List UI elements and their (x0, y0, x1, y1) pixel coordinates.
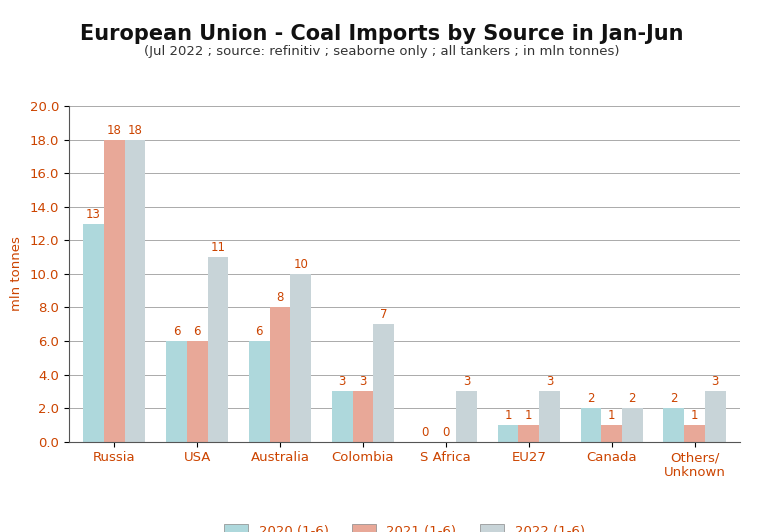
Text: 10: 10 (293, 258, 308, 271)
Bar (539, 392, 560, 442)
Text: 6: 6 (193, 325, 201, 338)
Bar (166, 341, 187, 442)
Bar (497, 425, 518, 442)
Bar (124, 140, 145, 442)
Bar (104, 140, 124, 442)
Text: 3: 3 (546, 375, 553, 388)
Text: 0: 0 (421, 426, 429, 438)
Bar (581, 408, 601, 442)
Bar (601, 425, 622, 442)
Text: 1: 1 (691, 409, 698, 422)
Text: 2: 2 (629, 392, 636, 405)
Bar (187, 341, 208, 442)
Bar (291, 274, 311, 442)
Text: 0: 0 (442, 426, 449, 438)
Text: 3: 3 (463, 375, 470, 388)
Y-axis label: mln tonnes: mln tonnes (9, 237, 22, 311)
Text: 3: 3 (339, 375, 346, 388)
Text: European Union - Coal Imports by Source in Jan-Jun: European Union - Coal Imports by Source … (80, 24, 683, 44)
Text: 18: 18 (127, 124, 143, 137)
Text: 11: 11 (211, 241, 225, 254)
Text: 18: 18 (107, 124, 122, 137)
Bar (83, 223, 104, 442)
Text: 3: 3 (712, 375, 719, 388)
Bar (208, 257, 228, 442)
Bar (373, 324, 394, 442)
Bar (664, 408, 684, 442)
Bar (353, 392, 373, 442)
Text: 7: 7 (380, 308, 388, 321)
Text: 1: 1 (504, 409, 512, 422)
Text: 3: 3 (359, 375, 367, 388)
Text: 1: 1 (525, 409, 533, 422)
Bar (456, 392, 477, 442)
Bar (705, 392, 726, 442)
Text: 6: 6 (256, 325, 263, 338)
Bar (249, 341, 269, 442)
Text: 2: 2 (588, 392, 594, 405)
Text: 13: 13 (86, 207, 101, 221)
Text: 6: 6 (172, 325, 180, 338)
Bar (622, 408, 642, 442)
Bar (684, 425, 705, 442)
Bar (269, 307, 291, 442)
Text: 8: 8 (276, 292, 284, 304)
Text: 1: 1 (608, 409, 616, 422)
Text: 2: 2 (670, 392, 678, 405)
Legend: 2020 (1-6), 2021 (1-6), 2022 (1-6): 2020 (1-6), 2021 (1-6), 2022 (1-6) (219, 519, 590, 532)
Bar (518, 425, 539, 442)
Text: (Jul 2022 ; source: refinitiv ; seaborne only ; all tankers ; in mln tonnes): (Jul 2022 ; source: refinitiv ; seaborne… (143, 45, 620, 58)
Bar (332, 392, 353, 442)
